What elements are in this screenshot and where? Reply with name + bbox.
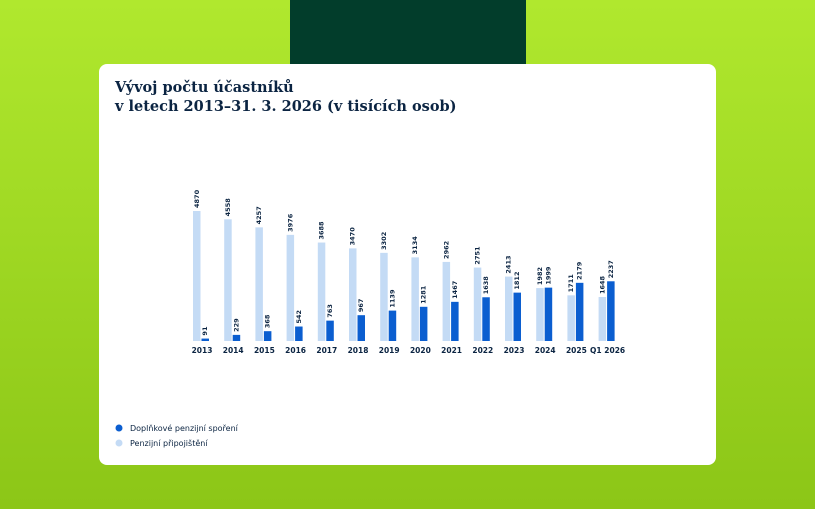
value-label: 229 (232, 318, 240, 332)
x-tick-label: 2021 (441, 346, 462, 355)
value-label: 1139 (388, 289, 396, 308)
bar (326, 320, 334, 341)
bar (295, 326, 303, 341)
value-label: 3976 (286, 213, 294, 232)
value-label: 542 (295, 310, 303, 324)
bar (442, 261, 451, 341)
x-tick-label: 2020 (410, 346, 431, 355)
value-label: 1281 (420, 285, 428, 304)
header-block (290, 0, 526, 64)
value-label: 2962 (442, 241, 450, 259)
value-label: 1648 (598, 275, 606, 294)
value-label: 1467 (451, 281, 459, 299)
value-label: 2413 (505, 255, 513, 273)
value-label: 368 (264, 314, 272, 328)
legend-label: Doplňkové penzijní spoření (130, 423, 239, 433)
x-tick-label: 2016 (285, 346, 306, 355)
bar (388, 310, 397, 341)
bar (349, 248, 357, 341)
value-label: 1982 (536, 267, 544, 285)
bar (263, 331, 272, 341)
value-label: 3470 (349, 227, 357, 246)
x-tick-label: 2013 (192, 346, 213, 355)
x-tick-label: 2019 (379, 346, 400, 355)
value-label: 1999 (544, 266, 552, 285)
x-tick-label: 2022 (472, 346, 493, 355)
bar (224, 219, 232, 341)
bar (505, 276, 513, 341)
bar (419, 306, 428, 341)
bar (232, 334, 241, 341)
x-tick-label: 2017 (316, 346, 337, 355)
x-tick-label: 2015 (254, 346, 275, 355)
value-label: 1638 (482, 276, 490, 295)
chart-title: Vývoj počtu účastníků (114, 79, 294, 96)
value-label: 763 (326, 304, 334, 318)
bar (380, 252, 388, 341)
x-tick-label: Q1 2026 (590, 346, 625, 355)
x-tick-label: 2018 (348, 346, 369, 355)
legend-marker (115, 424, 123, 432)
value-label: 3688 (318, 221, 326, 240)
value-label: 1812 (513, 272, 521, 290)
value-label: 2179 (576, 261, 584, 280)
card (99, 64, 716, 465)
bar (536, 288, 544, 341)
legend-label: Penzijní připojištění (130, 438, 208, 448)
bar (286, 234, 295, 341)
chart-title: v letech 2013–31. 3. 2026 (v tisících os… (114, 98, 457, 115)
value-label: 3302 (380, 232, 388, 250)
bar (201, 338, 209, 341)
bar (451, 301, 459, 341)
bar (317, 242, 326, 341)
bar (567, 295, 575, 341)
bar (357, 315, 365, 341)
x-tick-label: 2025 (566, 346, 587, 355)
value-label: 91 (201, 326, 209, 336)
value-label: 2237 (607, 260, 615, 278)
x-tick-label: 2024 (535, 346, 556, 355)
value-label: 4257 (255, 206, 263, 224)
bar (255, 227, 263, 341)
bar (598, 297, 607, 341)
value-label: 2751 (474, 246, 482, 265)
legend-marker (115, 439, 123, 447)
value-label: 4558 (224, 198, 232, 217)
bar (544, 287, 553, 341)
bar (607, 281, 615, 341)
bar (473, 267, 482, 341)
x-tick-label: 2023 (504, 346, 525, 355)
value-label: 967 (357, 299, 365, 313)
bar (575, 282, 584, 341)
value-label: 1711 (567, 274, 575, 293)
bar (482, 297, 490, 341)
bar (411, 257, 419, 341)
value-label: 4870 (193, 189, 201, 208)
x-tick-label: 2014 (223, 346, 244, 355)
value-label: 3134 (411, 236, 419, 255)
bar (513, 292, 521, 341)
bar (193, 211, 201, 341)
